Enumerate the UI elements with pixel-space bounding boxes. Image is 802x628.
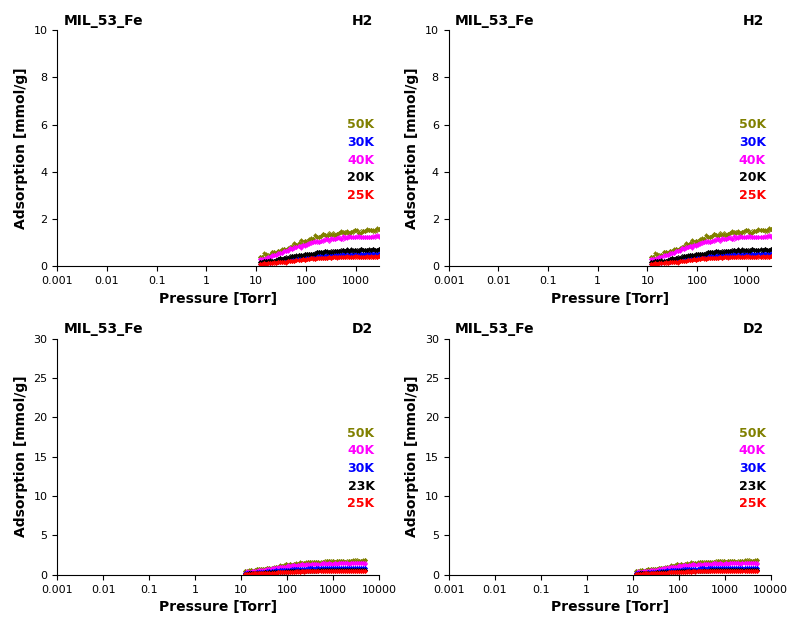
Text: 30K: 30K	[347, 462, 375, 475]
Text: 50K: 50K	[347, 426, 375, 440]
Text: 20K: 20K	[739, 171, 766, 184]
Text: H2: H2	[351, 14, 373, 28]
Text: 40K: 40K	[347, 444, 375, 457]
Text: MIL_53_Fe: MIL_53_Fe	[63, 14, 144, 28]
Text: 23K: 23K	[739, 480, 766, 493]
Text: MIL_53_Fe: MIL_53_Fe	[455, 14, 535, 28]
Text: 50K: 50K	[347, 118, 375, 131]
Text: 25K: 25K	[739, 497, 766, 511]
Text: 30K: 30K	[739, 136, 766, 149]
Y-axis label: Adsorption [mmol/g]: Adsorption [mmol/g]	[14, 376, 28, 538]
X-axis label: Pressure [Torr]: Pressure [Torr]	[160, 600, 277, 614]
Text: D2: D2	[743, 322, 764, 336]
Text: 40K: 40K	[739, 444, 766, 457]
Text: H2: H2	[743, 14, 764, 28]
Text: 30K: 30K	[347, 136, 375, 149]
X-axis label: Pressure [Torr]: Pressure [Torr]	[550, 600, 669, 614]
Text: MIL_53_Fe: MIL_53_Fe	[455, 322, 535, 336]
Text: 23K: 23K	[347, 480, 375, 493]
Text: 25K: 25K	[347, 497, 375, 511]
X-axis label: Pressure [Torr]: Pressure [Torr]	[160, 291, 277, 306]
X-axis label: Pressure [Torr]: Pressure [Torr]	[550, 291, 669, 306]
Text: 30K: 30K	[739, 462, 766, 475]
Text: D2: D2	[351, 322, 373, 336]
Y-axis label: Adsorption [mmol/g]: Adsorption [mmol/g]	[405, 376, 419, 538]
Text: MIL_53_Fe: MIL_53_Fe	[63, 322, 144, 336]
Text: 50K: 50K	[739, 118, 766, 131]
Text: 20K: 20K	[347, 171, 375, 184]
Y-axis label: Adsorption [mmol/g]: Adsorption [mmol/g]	[405, 67, 419, 229]
Text: 40K: 40K	[739, 154, 766, 166]
Text: 25K: 25K	[347, 189, 375, 202]
Y-axis label: Adsorption [mmol/g]: Adsorption [mmol/g]	[14, 67, 28, 229]
Text: 40K: 40K	[347, 154, 375, 166]
Text: 25K: 25K	[739, 189, 766, 202]
Text: 50K: 50K	[739, 426, 766, 440]
